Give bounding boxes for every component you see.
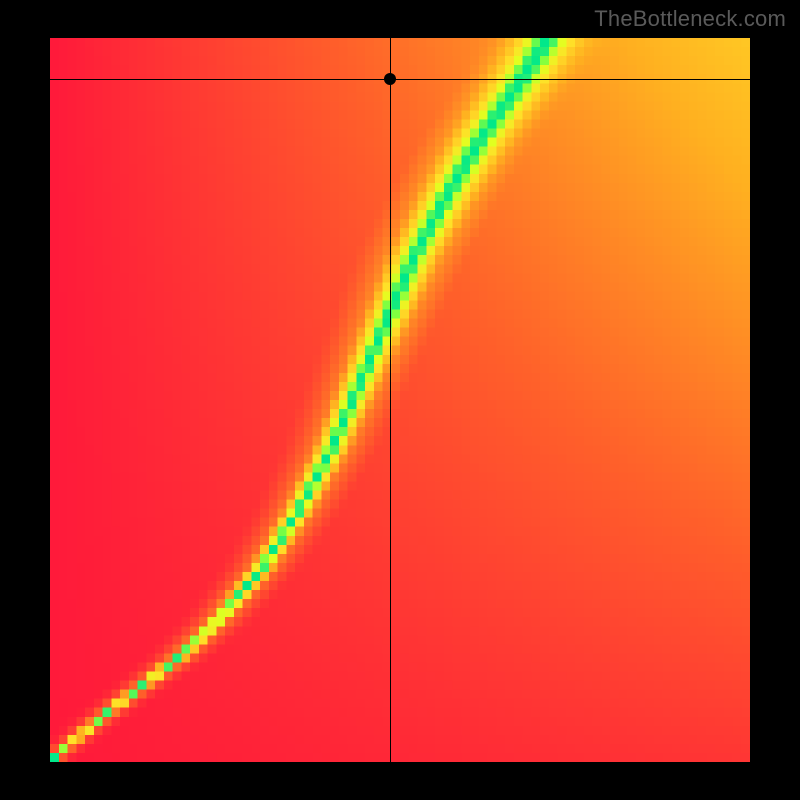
plot-area — [50, 38, 750, 762]
crosshair-horizontal — [50, 79, 750, 80]
watermark-label: TheBottleneck.com — [594, 6, 786, 32]
heatmap-canvas — [50, 38, 750, 762]
chart-container: TheBottleneck.com — [0, 0, 800, 800]
crosshair-vertical — [390, 38, 391, 762]
crosshair-marker — [384, 73, 396, 85]
